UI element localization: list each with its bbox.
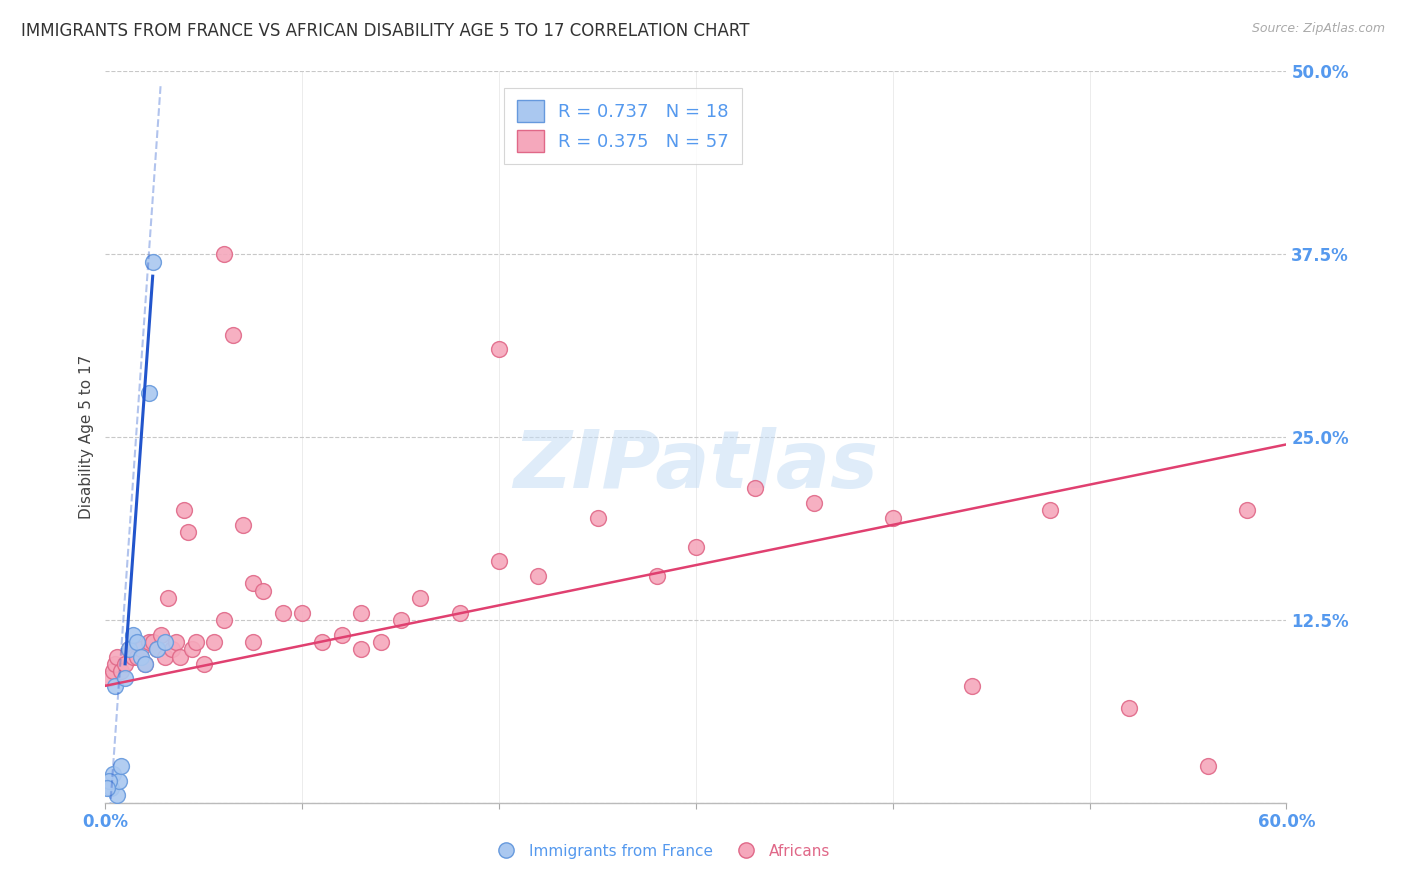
Point	[271, 606, 294, 620]
Point	[960, 679, 983, 693]
Point	[114, 672, 136, 686]
Point	[586, 510, 609, 524]
Point	[173, 503, 195, 517]
Point	[134, 657, 156, 671]
Point	[242, 576, 264, 591]
Point	[882, 510, 904, 524]
Point	[110, 664, 132, 678]
Point	[165, 635, 187, 649]
Point	[142, 635, 165, 649]
Legend: Immigrants from France, Africans: Immigrants from France, Africans	[485, 838, 837, 864]
Point	[232, 517, 254, 532]
Point	[122, 649, 145, 664]
Text: ZIPatlas: ZIPatlas	[513, 427, 879, 506]
Point	[134, 657, 156, 671]
Y-axis label: Disability Age 5 to 17: Disability Age 5 to 17	[79, 355, 94, 519]
Point	[118, 642, 141, 657]
Point	[1236, 503, 1258, 517]
Point	[527, 569, 550, 583]
Point	[291, 606, 314, 620]
Point	[145, 642, 167, 657]
Point	[350, 606, 373, 620]
Point	[212, 613, 235, 627]
Point	[1197, 759, 1219, 773]
Point	[145, 642, 167, 657]
Point	[98, 672, 121, 686]
Point	[105, 789, 128, 803]
Point	[488, 554, 510, 568]
Point	[222, 327, 245, 342]
Point	[125, 635, 148, 649]
Point	[193, 657, 215, 671]
Point	[177, 525, 200, 540]
Point	[103, 664, 125, 678]
Point	[153, 649, 176, 664]
Point	[449, 606, 471, 620]
Point	[118, 642, 141, 657]
Point	[162, 642, 184, 657]
Text: IMMIGRANTS FROM FRANCE VS AFRICAN DISABILITY AGE 5 TO 17 CORRELATION CHART: IMMIGRANTS FROM FRANCE VS AFRICAN DISABI…	[21, 22, 749, 40]
Point	[138, 386, 160, 401]
Point	[350, 642, 373, 657]
Point	[100, 781, 122, 796]
Point	[122, 627, 145, 641]
Point	[125, 649, 148, 664]
Point	[212, 247, 235, 261]
Point	[1039, 503, 1062, 517]
Point	[104, 679, 127, 693]
Point	[370, 635, 392, 649]
Point	[157, 591, 180, 605]
Point	[330, 627, 353, 641]
Point	[685, 540, 707, 554]
Point	[409, 591, 432, 605]
Point	[104, 657, 127, 671]
Point	[169, 649, 191, 664]
Point	[110, 759, 132, 773]
Point	[202, 635, 225, 649]
Point	[1118, 700, 1140, 714]
Point	[114, 657, 136, 671]
Point	[138, 635, 160, 649]
Point	[389, 613, 412, 627]
Point	[252, 583, 274, 598]
Point	[105, 649, 128, 664]
Point	[98, 773, 121, 788]
Text: Source: ZipAtlas.com: Source: ZipAtlas.com	[1251, 22, 1385, 36]
Point	[108, 773, 131, 788]
Point	[129, 642, 152, 657]
Point	[311, 635, 333, 649]
Point	[744, 481, 766, 495]
Point	[488, 343, 510, 357]
Point	[129, 649, 152, 664]
Point	[803, 496, 825, 510]
Point	[153, 635, 176, 649]
Point	[103, 766, 125, 780]
Point	[181, 642, 204, 657]
Point	[149, 627, 172, 641]
Point	[142, 254, 165, 268]
Point	[242, 635, 264, 649]
Point	[645, 569, 668, 583]
Point	[184, 635, 207, 649]
Point	[96, 781, 118, 796]
